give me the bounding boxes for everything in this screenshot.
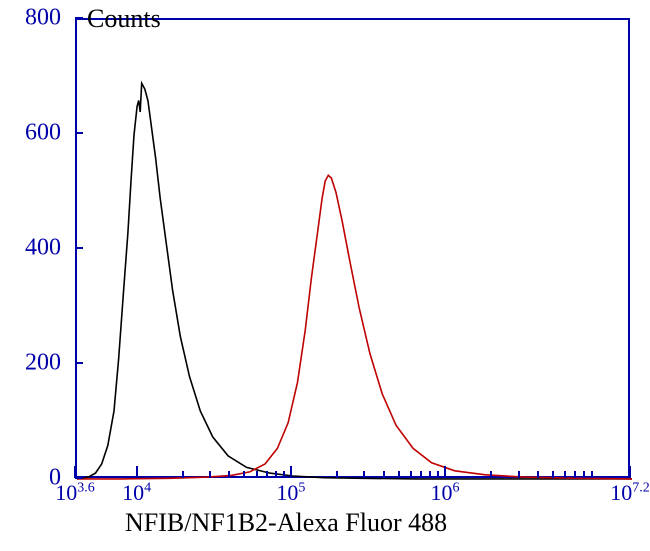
x-minor-tick bbox=[490, 471, 492, 478]
y-tick-label: 0 bbox=[0, 465, 61, 492]
x-tick-label: 104 bbox=[122, 480, 151, 506]
x-minor-tick bbox=[410, 471, 412, 478]
x-tick-label: 105 bbox=[276, 480, 305, 506]
x-minor-tick bbox=[283, 471, 285, 478]
x-tick-label: 103.6 bbox=[55, 480, 95, 506]
y-tick bbox=[75, 17, 83, 19]
x-minor-tick bbox=[564, 471, 566, 478]
x-minor-tick bbox=[437, 471, 439, 478]
x-minor-tick bbox=[583, 471, 585, 478]
y-tick bbox=[75, 132, 83, 134]
x-minor-tick bbox=[363, 471, 365, 478]
y-tick-label: 200 bbox=[0, 350, 61, 377]
y-tick bbox=[75, 247, 83, 249]
plot-area bbox=[75, 18, 630, 478]
x-tick bbox=[74, 466, 76, 478]
x-minor-tick bbox=[182, 471, 184, 478]
x-tick bbox=[629, 466, 631, 478]
x-minor-tick bbox=[209, 471, 211, 478]
series-stained bbox=[77, 175, 632, 479]
x-minor-tick bbox=[243, 471, 245, 478]
x-tick bbox=[290, 466, 292, 478]
x-minor-tick bbox=[552, 471, 554, 478]
flow-cytometry-chart: Counts NFIB/NF1B2-Alexa Fluor 488 0 200 40… bbox=[0, 0, 650, 551]
x-minor-tick bbox=[336, 471, 338, 478]
x-minor-tick bbox=[266, 471, 268, 478]
x-minor-tick bbox=[383, 471, 385, 478]
x-minor-tick bbox=[256, 471, 258, 478]
x-minor-tick bbox=[429, 471, 431, 478]
y-axis-title: Counts bbox=[87, 4, 161, 34]
x-minor-tick bbox=[420, 471, 422, 478]
x-minor-tick bbox=[275, 471, 277, 478]
y-tick bbox=[75, 362, 83, 364]
x-minor-tick bbox=[537, 471, 539, 478]
y-tick-label: 800 bbox=[0, 5, 61, 32]
histogram-lines bbox=[77, 20, 632, 480]
x-tick-label: 107.2 bbox=[610, 480, 650, 506]
y-tick bbox=[75, 477, 83, 479]
x-minor-tick bbox=[591, 471, 593, 478]
x-minor-tick bbox=[574, 471, 576, 478]
x-tick bbox=[444, 466, 446, 478]
x-tick-label: 106 bbox=[431, 480, 460, 506]
y-tick-label: 600 bbox=[0, 120, 61, 147]
y-tick-label: 400 bbox=[0, 235, 61, 262]
x-minor-tick bbox=[228, 471, 230, 478]
x-tick bbox=[136, 466, 138, 478]
x-minor-tick bbox=[398, 471, 400, 478]
x-minor-tick bbox=[518, 471, 520, 478]
x-axis-title: NFIB/NF1B2-Alexa Fluor 488 bbox=[125, 508, 447, 538]
